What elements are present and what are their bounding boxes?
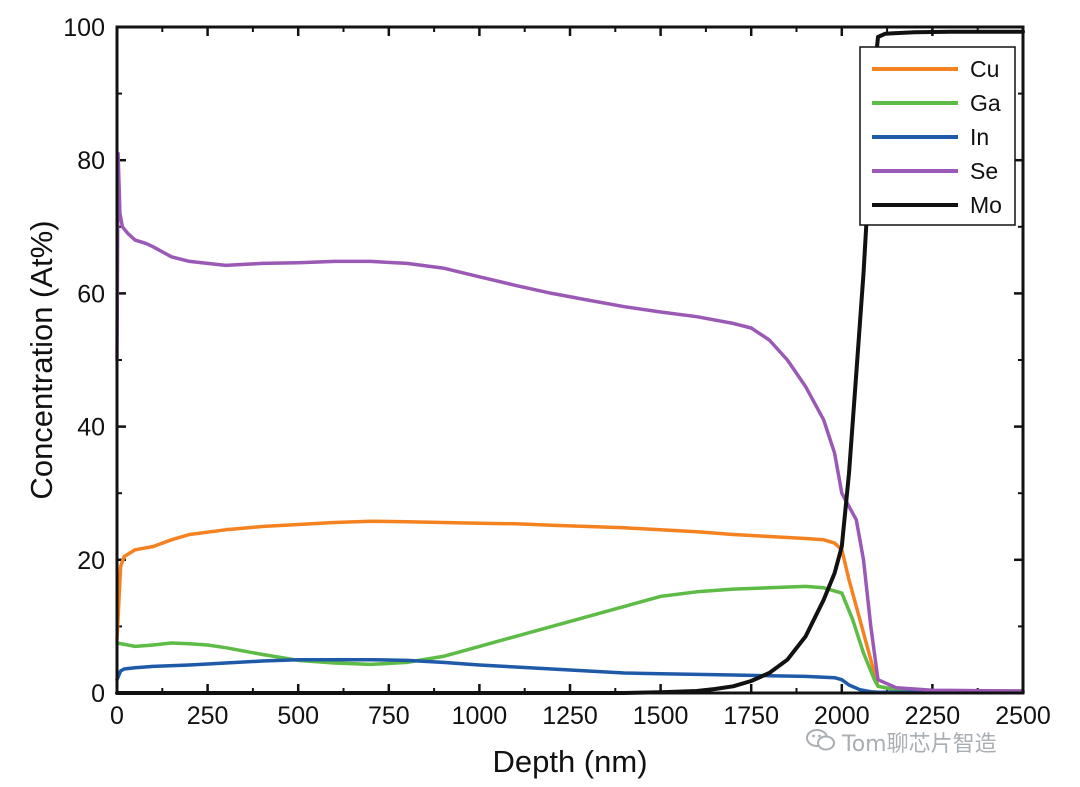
x-tick-label: 1250 xyxy=(542,702,598,730)
legend-label-se: Se xyxy=(970,158,998,184)
legend-label-ga: Ga xyxy=(970,90,1001,116)
y-axis-title: Concentration (At%) xyxy=(24,220,59,499)
x-tick-label: 500 xyxy=(277,702,319,730)
x-tick-label: 750 xyxy=(368,702,410,730)
y-tick-label: 100 xyxy=(63,14,105,42)
watermark: Tom聊芯片智造 xyxy=(806,726,997,758)
x-axis-title: Depth (nm) xyxy=(492,744,647,779)
series-layer xyxy=(115,29,1025,695)
legend-label-in: In xyxy=(970,124,989,150)
series-line-se xyxy=(115,151,1025,693)
x-axis-ticks: 0 250 500 750 1000 1250 1500 1750 2000 2250 2500 xyxy=(110,27,1051,730)
legend-label-cu: Cu xyxy=(970,56,999,82)
x-tick-label: 2250 xyxy=(905,702,961,730)
watermark-text: Tom聊芯片智造 xyxy=(842,732,997,757)
y-tick-label: 40 xyxy=(77,414,105,442)
x-tick-label: 2000 xyxy=(814,702,870,730)
x-tick-label: 1500 xyxy=(633,702,689,730)
series-line-cu xyxy=(115,519,1025,693)
plot-frame xyxy=(115,25,1025,695)
series-line-mo xyxy=(115,29,1025,695)
x-tick-label: 0 xyxy=(110,702,124,730)
x-tick-label: 1750 xyxy=(723,702,779,730)
y-tick-label: 20 xyxy=(77,547,105,575)
x-tick-label: 2500 xyxy=(995,702,1051,730)
series-line-ga xyxy=(115,584,1025,693)
y-tick-label: 60 xyxy=(77,280,105,308)
y-tick-label: 0 xyxy=(91,680,105,708)
legend-label-mo: Mo xyxy=(970,192,1002,218)
x-tick-label: 1000 xyxy=(452,702,508,730)
y-axis-ticks: 0 20 40 60 80 100 xyxy=(63,14,1023,708)
wechat-icon xyxy=(806,729,836,757)
x-tick-label: 250 xyxy=(187,702,229,730)
legend: Cu Ga In Se Mo xyxy=(859,46,1016,226)
y-tick-label: 80 xyxy=(77,147,105,175)
series-line-in xyxy=(115,657,1025,695)
